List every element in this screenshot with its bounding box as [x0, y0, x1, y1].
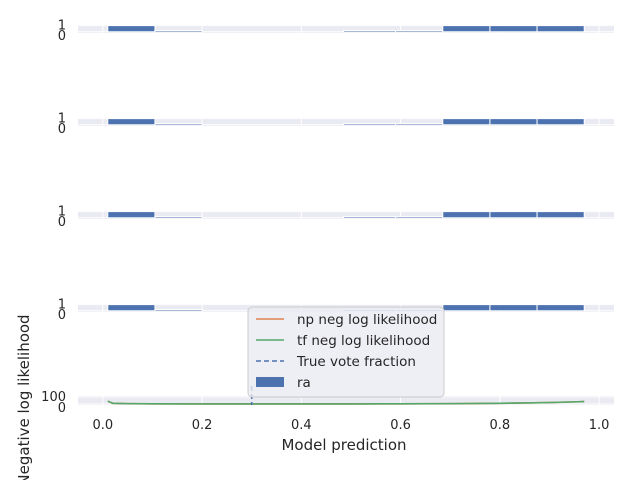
y-tick-label: 1: [58, 112, 66, 127]
panel-background: [78, 211, 614, 219]
legend-box: [247, 306, 445, 398]
x-tick-label: 0.8: [490, 418, 511, 433]
histogram-bar: [395, 30, 444, 33]
histogram-bar: [154, 216, 203, 219]
histogram-bar: [442, 304, 491, 312]
panel-background: [78, 25, 614, 33]
legend-entry: np neg log likelihood: [256, 312, 437, 328]
histogram-bar: [107, 304, 156, 312]
tf-nll-curve: [107, 400, 585, 405]
panel-2: 10: [58, 112, 614, 137]
legend-label: tf neg log likelihood: [297, 333, 430, 349]
y-tick-label: 0: [58, 215, 66, 230]
y-tick-label: 0: [58, 401, 66, 416]
x-tick-label: 0.2: [192, 418, 213, 433]
y-tick-label: 1: [58, 298, 66, 313]
histogram-bar: [536, 304, 585, 312]
x-tick-label: 0.0: [92, 418, 113, 433]
x-tick-label: 1.0: [589, 418, 610, 433]
histogram-bar: [536, 25, 585, 33]
histogram-bar: [154, 30, 203, 33]
histogram-bar: [107, 211, 156, 219]
y-axis-label: Negative log likelihood: [15, 314, 33, 480]
x-tick-label: 0.6: [390, 418, 411, 433]
y-tick-label: 0: [58, 29, 66, 44]
y-tick-label: 100: [41, 390, 66, 405]
histogram-bar: [107, 25, 156, 33]
histogram-bar: [154, 123, 203, 126]
histogram-bar: [489, 118, 538, 126]
panel-background: [78, 118, 614, 126]
histogram-bar: [536, 211, 585, 219]
histogram-bar: [395, 123, 444, 126]
histogram-bar: [154, 309, 203, 312]
histogram-bar: [536, 118, 585, 126]
histogram-bar: [489, 25, 538, 33]
legend-label: ra: [297, 375, 311, 391]
y-tick-label: 0: [58, 308, 66, 323]
histogram-bar: [489, 304, 538, 312]
x-axis-label: Model prediction: [281, 436, 406, 454]
histogram-bar: [395, 216, 444, 219]
histogram-bar: [442, 211, 491, 219]
legend-patch-swatch: [256, 377, 284, 387]
x-tick-label: 0.4: [291, 418, 312, 433]
histogram-bar: [489, 211, 538, 219]
histogram-bar: [442, 25, 491, 33]
histogram-bar: [343, 123, 397, 126]
legend-entry: tf neg log likelihood: [256, 333, 430, 349]
histogram-bar: [343, 216, 397, 219]
y-tick-label: 1: [58, 205, 66, 220]
y-tick-label: 0: [58, 122, 66, 137]
y-tick-label: 1: [58, 19, 66, 34]
legend-label: True vote fraction: [296, 354, 416, 370]
histogram-bar: [343, 30, 397, 33]
legend-label: np neg log likelihood: [297, 312, 437, 328]
legend-entry: True vote fraction: [256, 354, 416, 370]
panel-1: 10: [58, 19, 614, 44]
panel-3: 10: [58, 205, 614, 230]
panel-background: [78, 396, 614, 405]
legend: np neg log likelihood tf neg log likeliho…: [247, 306, 445, 398]
legend-entry: ra: [256, 375, 311, 391]
histogram-bar: [107, 118, 156, 126]
histogram-bar: [442, 118, 491, 126]
